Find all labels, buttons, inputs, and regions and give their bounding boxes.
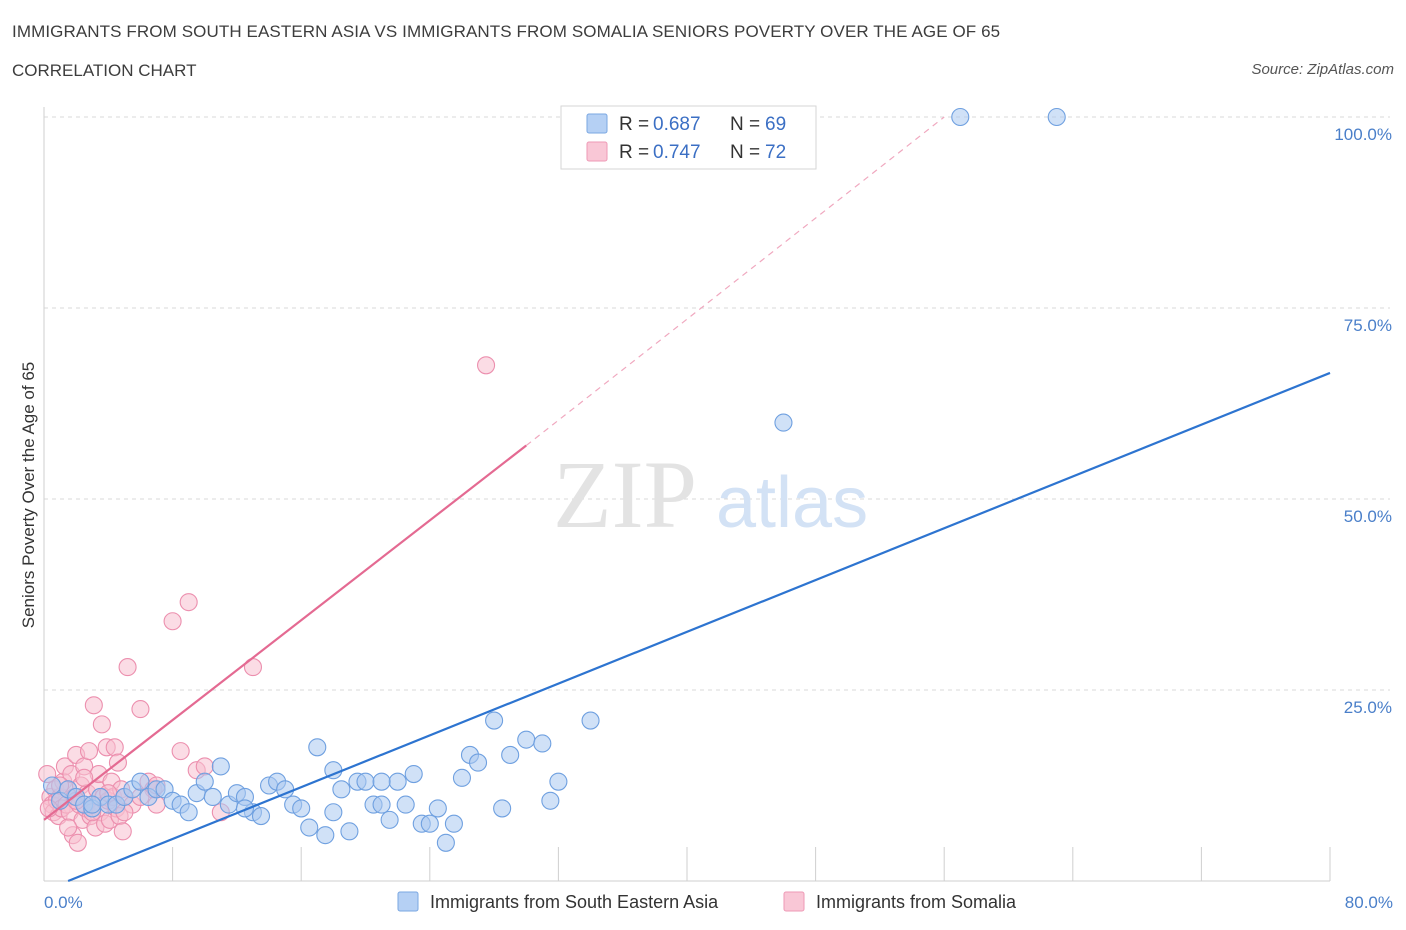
sea-point: [251, 807, 271, 826]
sea-point: [404, 764, 423, 784]
y-tick-label: 25.0%: [1344, 698, 1392, 717]
legend-box: R = 0.687 N = 69 R = 0.747 N = 72: [560, 105, 817, 170]
y-tick-label: 50.0%: [1344, 507, 1392, 526]
y-axis-label: Seniors Poverty Over the Age of 65: [19, 362, 38, 628]
sea-point: [380, 810, 399, 829]
sea-point: [420, 814, 439, 833]
somalia-point: [195, 757, 214, 776]
somalia-point: [131, 700, 150, 719]
sea-point: [42, 776, 62, 795]
legend-swatch-somalia: [586, 141, 608, 162]
bottom-legend-label-sea: Immigrants from South Eastern Asia: [430, 892, 719, 912]
watermark: ZIP atlas: [553, 441, 868, 548]
sea-point: [452, 768, 472, 787]
sea-point: [396, 795, 415, 814]
bottom-legend-swatch-somalia: [783, 891, 805, 912]
chart-subtitle: CORRELATION CHART: [12, 61, 197, 80]
sea-point: [549, 772, 568, 791]
legend-r-value-somalia: 0.747: [653, 142, 701, 163]
somalia-point: [113, 822, 132, 841]
sea-point: [179, 803, 198, 822]
somalia-point: [75, 768, 94, 787]
watermark-atlas: atlas: [716, 463, 868, 543]
sea-point: [774, 413, 793, 432]
somalia-point: [59, 818, 78, 837]
legend-n-label-sea: N =: [730, 114, 760, 135]
sea-point: [493, 799, 512, 818]
sea-point: [372, 772, 391, 791]
somalia-point: [105, 738, 124, 757]
somalia-point: [477, 356, 496, 375]
sea-point: [340, 822, 359, 841]
somalia-point: [92, 715, 111, 734]
sea-point: [195, 772, 214, 791]
legend-n-value-somalia: 72: [765, 142, 786, 163]
tick-labels: 25.0% 50.0% 75.0% 100.0% 0.0% 80.0%: [44, 125, 1393, 912]
sea-point: [533, 734, 552, 753]
sea-point: [131, 772, 150, 791]
bottom-legend: Immigrants from South Eastern Asia Immig…: [397, 891, 1017, 912]
sea-point: [356, 772, 375, 791]
sea-point: [292, 799, 311, 818]
somalia-point: [163, 612, 182, 631]
sea-trend-line: [67, 371, 1331, 883]
sea-point: [485, 711, 504, 730]
sea-point: [468, 753, 488, 772]
legend-r-label-somalia: R =: [619, 142, 649, 163]
sea-point: [300, 818, 319, 837]
axes: [43, 107, 1331, 882]
sea-point: [951, 107, 970, 127]
legend-n-label-somalia: N =: [730, 142, 760, 163]
bottom-legend-swatch-sea: [397, 891, 419, 912]
sea-point: [211, 757, 230, 776]
sea-point: [372, 795, 391, 814]
somalia-point: [118, 658, 137, 677]
somalia-point: [79, 742, 99, 761]
legend-r-value-sea: 0.687: [653, 114, 701, 135]
legend-r-label-sea: R =: [619, 114, 649, 135]
somalia-trend-line: [43, 444, 527, 821]
somalia-point: [171, 742, 190, 761]
sea-point: [324, 803, 343, 822]
sea-point: [83, 795, 102, 814]
watermark-zip: ZIP: [553, 441, 697, 548]
chart-title: IMMIGRANTS FROM SOUTH EASTERN ASIA VS IM…: [12, 22, 1001, 41]
somalia-point: [68, 833, 87, 852]
bottom-legend-label-somalia: Immigrants from Somalia: [816, 892, 1017, 912]
sea-point: [436, 833, 455, 852]
sea-point: [444, 814, 463, 833]
sea-point: [517, 730, 536, 749]
trend-lines: [43, 116, 1331, 883]
sea-point: [388, 772, 407, 791]
legend-n-value-sea: 69: [765, 114, 786, 135]
legend-swatch-sea: [586, 113, 608, 134]
sea-point: [203, 787, 222, 807]
somalia-trend-extension: [525, 116, 945, 446]
y-tick-label: 75.0%: [1344, 316, 1392, 335]
sea-point: [501, 745, 520, 764]
somalia-point: [84, 696, 103, 715]
gridlines: [44, 116, 1390, 691]
sea-point: [332, 780, 351, 799]
y-tick-label: 100.0%: [1334, 125, 1392, 144]
sea-point: [1047, 107, 1066, 127]
sea-point: [541, 791, 560, 810]
sea-point: [428, 799, 447, 818]
sea-point: [308, 738, 327, 757]
sea-point: [316, 826, 335, 845]
source-credit: Source: ZipAtlas.com: [1251, 61, 1394, 78]
sea-point: [581, 711, 600, 730]
x-tick-label: 80.0%: [1345, 893, 1393, 912]
somalia-point: [179, 593, 198, 612]
x-tick-label: 0.0%: [44, 893, 83, 912]
